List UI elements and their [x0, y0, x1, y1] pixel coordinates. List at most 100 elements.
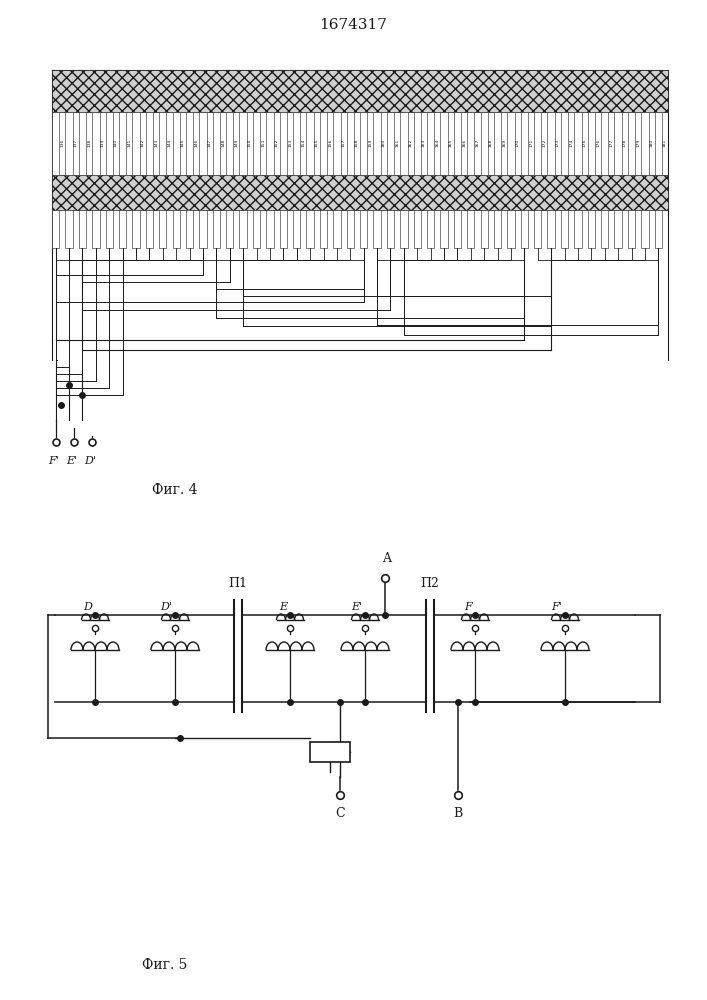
Text: 176: 176 [596, 139, 600, 147]
Bar [387, 112, 394, 175]
Bar [333, 112, 341, 175]
Bar [119, 112, 127, 175]
Bar [65, 210, 73, 248]
Bar [641, 210, 648, 248]
Text: 181: 181 [663, 139, 667, 147]
Bar [520, 210, 528, 248]
Bar [132, 210, 140, 248]
Text: 161: 161 [395, 139, 399, 147]
Bar [105, 112, 113, 175]
Text: 152: 152 [274, 139, 279, 147]
Bar [119, 210, 127, 248]
Text: 159: 159 [368, 139, 373, 147]
Bar [280, 112, 287, 175]
Text: 172: 172 [542, 139, 547, 147]
Bar [601, 210, 609, 248]
Text: 170: 170 [515, 139, 520, 147]
Bar [414, 112, 421, 175]
Bar [310, 742, 350, 762]
Bar [508, 112, 515, 175]
Bar [440, 210, 448, 248]
Bar [159, 112, 166, 175]
Bar [293, 112, 300, 175]
Bar [333, 210, 341, 248]
Bar [78, 210, 86, 248]
Bar [481, 112, 488, 175]
Bar [306, 112, 314, 175]
Bar [454, 112, 461, 175]
Bar [601, 112, 609, 175]
Bar [199, 112, 206, 175]
Bar [92, 112, 100, 175]
Bar [628, 210, 635, 248]
Text: 144: 144 [168, 139, 172, 147]
Bar [92, 210, 100, 248]
Text: 179: 179 [636, 139, 641, 147]
Bar [534, 210, 542, 248]
Text: 173: 173 [556, 139, 560, 147]
Bar [508, 210, 515, 248]
Text: 153: 153 [288, 139, 292, 147]
Bar [320, 112, 327, 175]
Bar [400, 210, 407, 248]
Text: E': E' [351, 602, 362, 612]
Text: 162: 162 [409, 139, 413, 147]
Bar [494, 112, 501, 175]
Bar [574, 112, 582, 175]
Bar [226, 112, 233, 175]
Bar [52, 112, 59, 175]
Text: 163: 163 [422, 139, 426, 147]
Text: D': D' [160, 602, 172, 612]
Text: E: E [279, 602, 287, 612]
Text: 139: 139 [100, 139, 105, 147]
Text: 1674317: 1674317 [319, 18, 387, 32]
Bar [373, 210, 381, 248]
Bar [346, 112, 354, 175]
Bar [628, 112, 635, 175]
Text: 169: 169 [502, 139, 506, 147]
Bar [199, 210, 206, 248]
Text: E': E' [66, 456, 78, 466]
Bar [267, 112, 274, 175]
Text: F': F' [551, 602, 562, 612]
Text: 154: 154 [301, 139, 305, 147]
Text: 160: 160 [382, 139, 386, 147]
Text: 148: 148 [221, 139, 225, 147]
Bar [641, 112, 648, 175]
Text: 156: 156 [328, 139, 332, 147]
Bar [52, 210, 59, 248]
Bar [240, 112, 247, 175]
Bar [105, 210, 113, 248]
Text: Фиг. 4: Фиг. 4 [152, 483, 198, 497]
Text: A: A [382, 552, 392, 565]
Bar [240, 210, 247, 248]
Bar [186, 112, 193, 175]
Bar [561, 112, 568, 175]
Bar [65, 112, 73, 175]
Text: 164: 164 [436, 139, 439, 147]
Text: 165: 165 [449, 139, 452, 147]
Bar [547, 112, 555, 175]
Text: 147: 147 [208, 139, 211, 147]
Text: 178: 178 [623, 139, 627, 147]
Bar [253, 210, 260, 248]
Text: 146: 146 [194, 139, 198, 147]
Bar [186, 210, 193, 248]
Bar [293, 210, 300, 248]
Bar [173, 112, 180, 175]
Bar [213, 112, 220, 175]
Text: 141: 141 [127, 139, 132, 147]
Text: П1: П1 [228, 577, 247, 590]
Bar [280, 210, 287, 248]
Bar [561, 210, 568, 248]
Bar [427, 112, 434, 175]
Bar [614, 112, 621, 175]
Bar [132, 112, 140, 175]
Bar [373, 112, 381, 175]
Text: 171: 171 [529, 139, 533, 147]
Bar [427, 210, 434, 248]
Text: 151: 151 [262, 139, 265, 147]
Bar [614, 210, 621, 248]
Text: 136: 136 [60, 139, 64, 147]
Text: П2: П2 [421, 577, 440, 590]
